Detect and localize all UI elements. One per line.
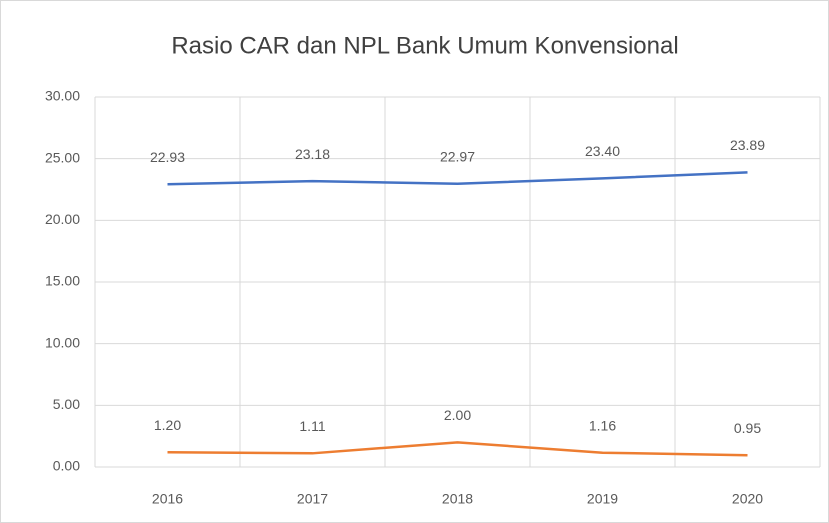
- data-label: 23.18: [295, 146, 330, 162]
- y-tick-label: 20.00: [45, 211, 80, 227]
- y-tick-label: 15.00: [45, 273, 80, 289]
- chart: Rasio CAR dan NPL Bank Umum Konvensional…: [0, 0, 829, 523]
- x-tick-label: 2018: [442, 491, 473, 507]
- data-label: 1.16: [589, 417, 616, 433]
- data-label: 22.97: [440, 148, 475, 164]
- data-label: 0.95: [734, 420, 761, 436]
- data-label: 2.00: [444, 407, 471, 423]
- data-label: 1.20: [154, 417, 181, 433]
- chart-title: Rasio CAR dan NPL Bank Umum Konvensional: [171, 32, 678, 59]
- x-tick-label: 2019: [587, 491, 618, 507]
- y-tick-label: 10.00: [45, 334, 80, 350]
- data-label: 22.93: [150, 149, 185, 165]
- x-tick-label: 2020: [732, 491, 763, 507]
- data-label: 23.40: [585, 143, 620, 159]
- x-tick-label: 2017: [297, 491, 328, 507]
- x-tick-label: 2016: [152, 491, 183, 507]
- y-tick-label: 30.00: [45, 88, 80, 104]
- y-tick-label: 5.00: [53, 396, 80, 412]
- y-tick-label: 25.00: [45, 149, 80, 165]
- chart-border: [1, 1, 829, 523]
- data-label: 1.11: [299, 418, 325, 434]
- data-label: 23.89: [730, 137, 765, 153]
- y-tick-label: 0.00: [53, 458, 80, 474]
